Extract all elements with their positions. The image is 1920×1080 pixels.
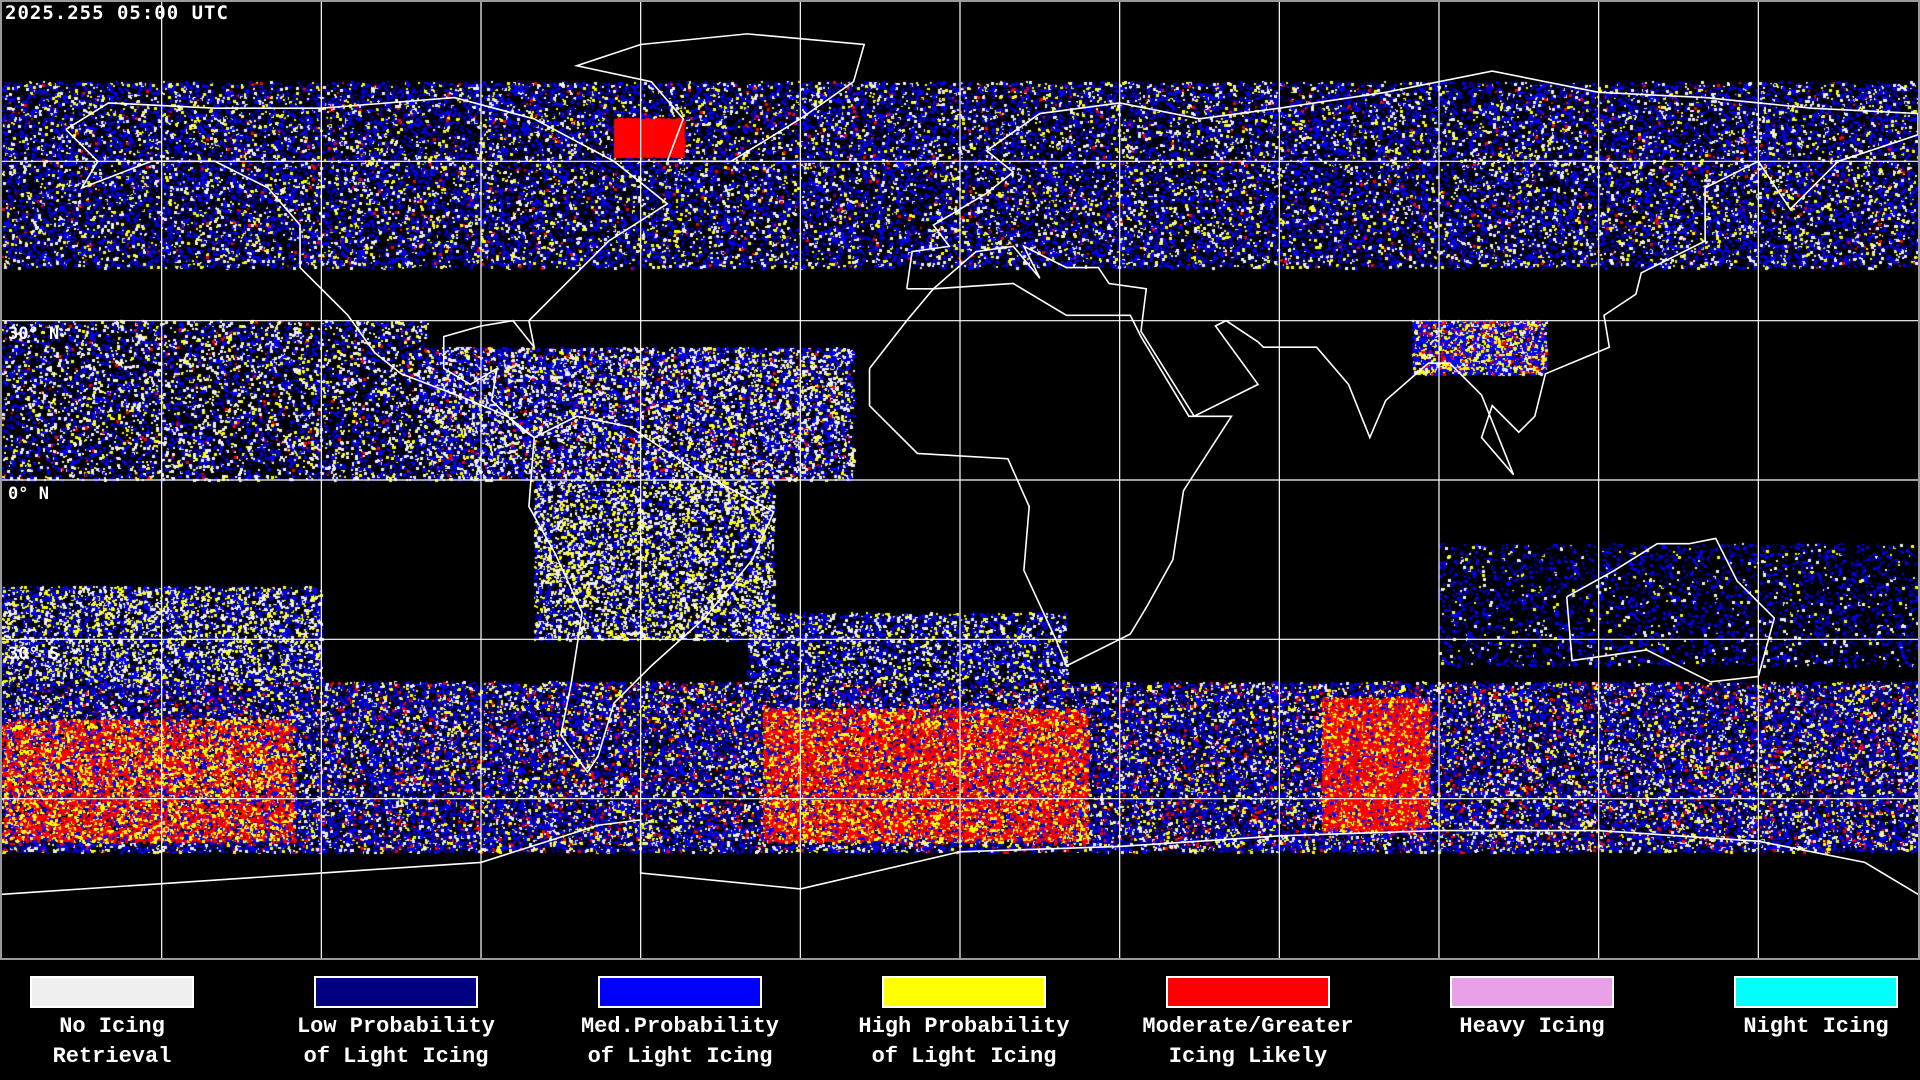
antarctica-coastline xyxy=(2,819,1918,896)
legend-swatch xyxy=(598,976,762,1008)
legend-swatch xyxy=(314,976,478,1008)
legend-label: Heavy Icing xyxy=(1459,1014,1605,1039)
legend-item-no-icing: No Icing Retrieval xyxy=(0,976,254,1072)
south-america-coastline xyxy=(528,415,775,774)
africa-coastline xyxy=(868,282,1233,667)
north-america-coastline xyxy=(65,96,669,439)
legend-item-heavy: Heavy Icing xyxy=(1390,976,1674,1042)
legend-item-low-prob: Low Probability of Light Icing xyxy=(254,976,538,1072)
legend-label: No Icing Retrieval xyxy=(52,1014,172,1069)
legend-swatch xyxy=(1734,976,1898,1008)
legend: No Icing Retrieval Low Probability of Li… xyxy=(0,960,1920,1080)
legend-label: Moderate/Greater Icing Likely xyxy=(1142,1014,1354,1069)
legend-item-moderate: Moderate/Greater Icing Likely xyxy=(1106,976,1390,1072)
coastline-grid-overlay xyxy=(2,2,1918,958)
eurasia-coastline xyxy=(905,70,1918,476)
lat-label-0n: 0° N xyxy=(8,484,49,504)
legend-item-night: Night Icing xyxy=(1674,976,1920,1042)
australia-coastline xyxy=(1565,537,1776,683)
legend-item-high-prob: High Probability of Light Icing xyxy=(822,976,1106,1072)
icing-map: 2025.255 05:00 UTC 30° N 0° N 30° S xyxy=(0,0,1920,960)
legend-swatch xyxy=(1450,976,1614,1008)
lat-label-30s: 30° S xyxy=(8,644,60,664)
greenland-coastline xyxy=(573,33,866,163)
legend-label: High Probability of Light Icing xyxy=(858,1014,1070,1069)
legend-item-med-prob: Med.Probability of Light Icing xyxy=(538,976,822,1072)
legend-label: Med.Probability of Light Icing xyxy=(580,1014,780,1069)
legend-swatch xyxy=(30,976,194,1008)
legend-swatch xyxy=(1166,976,1330,1008)
lat-label-30n: 30° N xyxy=(8,324,60,344)
legend-label: Night Icing xyxy=(1743,1014,1889,1039)
legend-label: Low Probability of Light Icing xyxy=(296,1014,496,1069)
legend-swatch xyxy=(882,976,1046,1008)
timestamp: 2025.255 05:00 UTC xyxy=(5,2,229,24)
